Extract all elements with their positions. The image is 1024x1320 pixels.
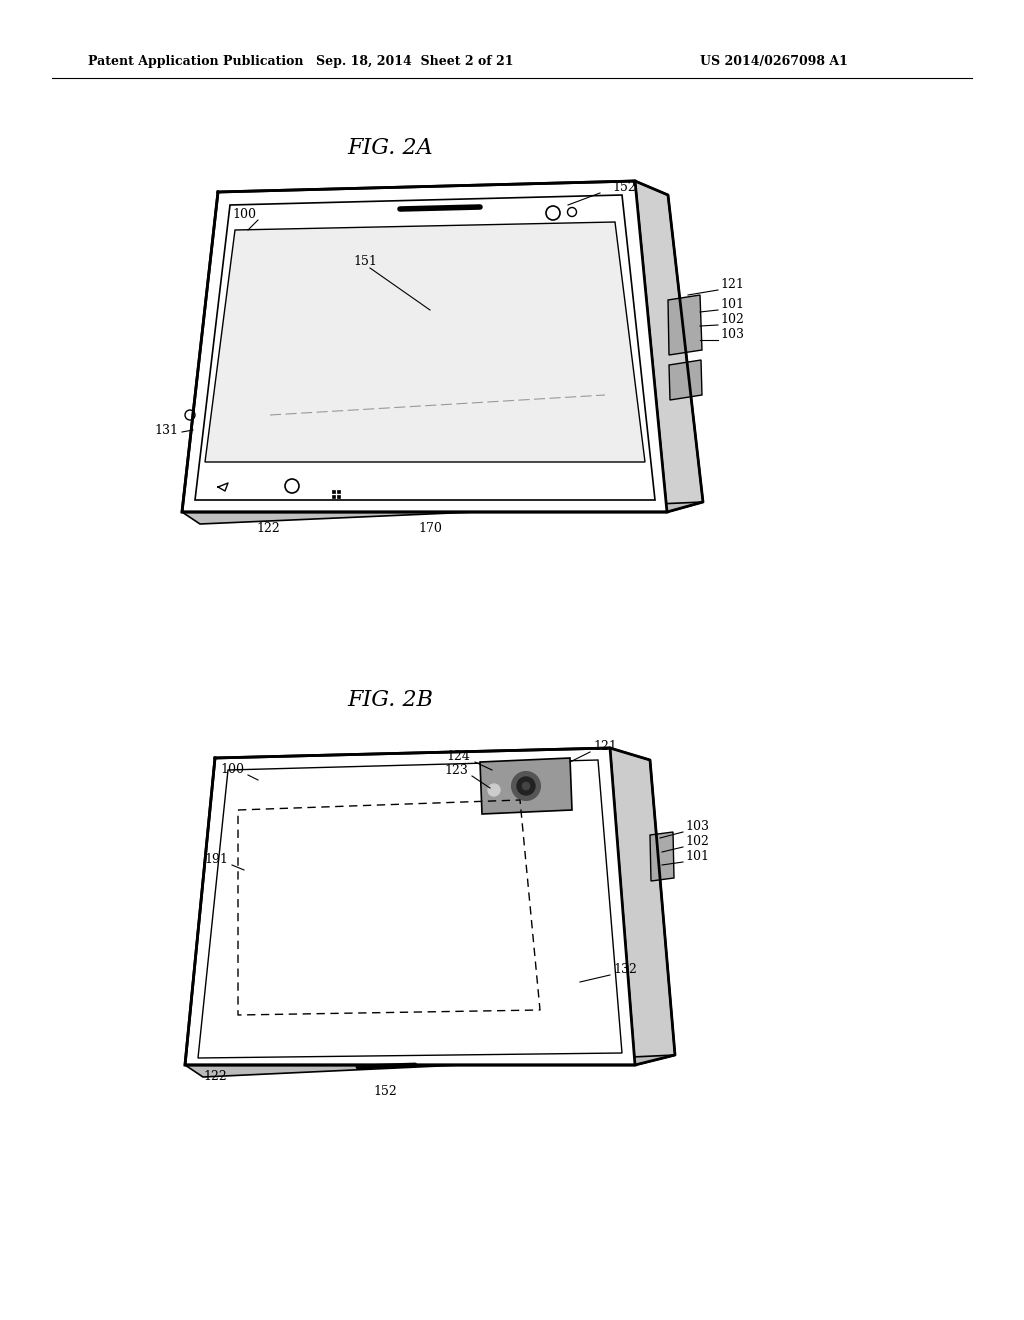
Circle shape [512,772,540,800]
Polygon shape [650,832,674,880]
Text: Patent Application Publication: Patent Application Publication [88,55,303,69]
Circle shape [681,288,691,298]
Text: 102: 102 [685,836,709,847]
Text: 124: 124 [446,750,470,763]
Text: 122: 122 [203,1071,227,1082]
Circle shape [517,777,535,795]
Text: 100: 100 [232,209,256,220]
Polygon shape [185,748,635,1065]
Circle shape [488,784,500,796]
Polygon shape [182,181,667,512]
Polygon shape [610,748,675,1065]
Polygon shape [480,758,572,814]
Text: 121: 121 [593,741,616,752]
Bar [332,490,335,492]
Text: FIG. 2A: FIG. 2A [347,137,433,158]
Text: US 2014/0267098 A1: US 2014/0267098 A1 [700,55,848,69]
Bar [337,490,340,492]
Text: 132: 132 [613,964,637,975]
Text: 101: 101 [720,298,744,312]
Polygon shape [205,222,645,462]
Text: 100: 100 [220,763,244,776]
Text: 103: 103 [720,327,744,341]
Polygon shape [668,294,702,355]
Text: Sep. 18, 2014  Sheet 2 of 21: Sep. 18, 2014 Sheet 2 of 21 [316,55,514,69]
Polygon shape [185,1055,675,1077]
Text: 151: 151 [353,255,377,268]
Text: 102: 102 [720,313,743,326]
Text: 101: 101 [685,850,709,863]
Polygon shape [182,502,703,524]
Text: 123: 123 [444,764,468,777]
Polygon shape [198,760,622,1059]
Text: 191: 191 [204,853,228,866]
Text: 170: 170 [418,521,442,535]
Bar [337,495,340,498]
Polygon shape [669,360,702,400]
Text: 152: 152 [373,1085,397,1098]
Text: 121: 121 [720,279,743,290]
Bar [332,495,335,498]
Polygon shape [635,181,703,512]
Text: 131: 131 [154,424,178,437]
Text: 122: 122 [256,521,280,535]
Circle shape [522,781,530,789]
Text: FIG. 2B: FIG. 2B [347,689,433,711]
Text: 152: 152 [612,181,636,194]
Polygon shape [195,195,655,500]
Text: 103: 103 [685,820,709,833]
